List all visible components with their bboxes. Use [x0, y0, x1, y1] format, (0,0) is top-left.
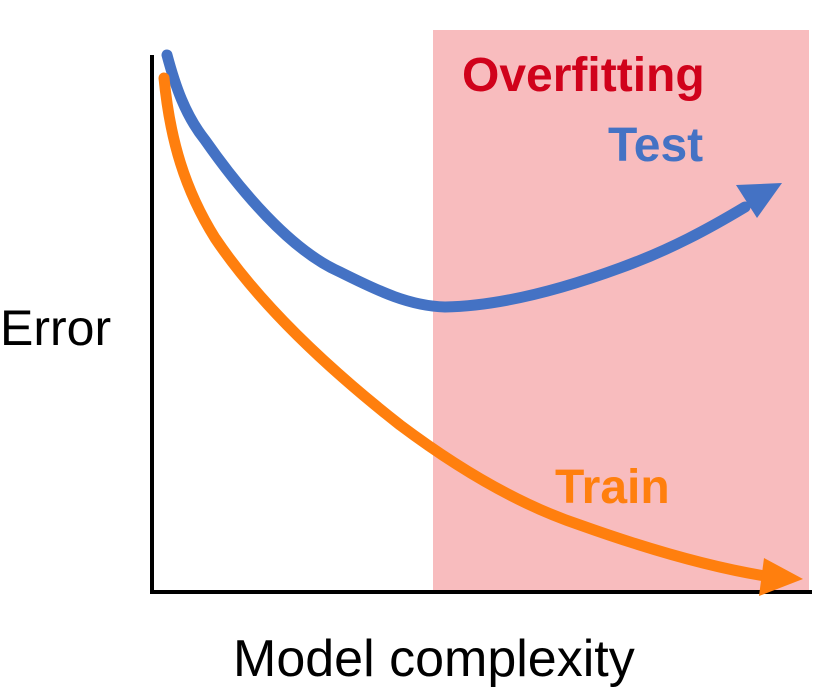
x-axis-label: Model complexity	[233, 630, 635, 688]
train-curve-arrowhead	[759, 558, 803, 596]
train-curve	[158, 72, 771, 582]
test-curve-label: Test	[608, 119, 703, 172]
test-curve-arrowhead	[736, 183, 782, 218]
overfitting-region	[433, 30, 809, 590]
overfitting-label: Overfitting	[462, 49, 705, 102]
axes	[150, 55, 812, 594]
test-curve	[161, 49, 751, 313]
train-curve-label: Train	[555, 461, 670, 514]
y-axis-label: Error	[0, 300, 111, 356]
